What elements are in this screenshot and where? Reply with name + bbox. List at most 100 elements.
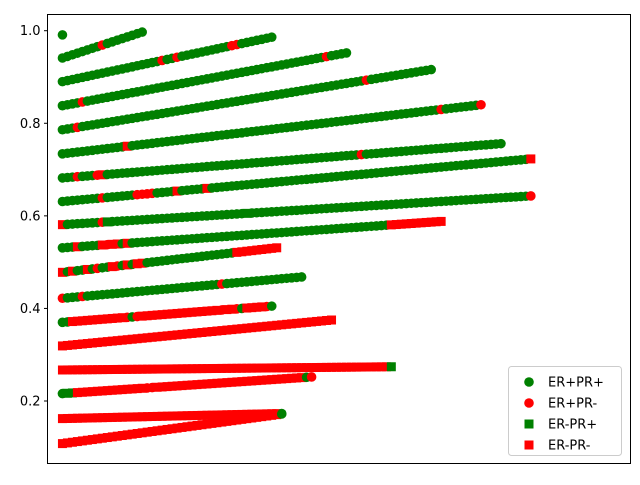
point-er-neg-pr-neg bbox=[167, 330, 177, 340]
point-er-neg-pr-neg bbox=[92, 365, 102, 375]
point-er-neg-pr-neg bbox=[92, 315, 102, 325]
point-er-neg-pr-neg bbox=[117, 431, 127, 441]
point-er-neg-pr-neg bbox=[132, 259, 142, 269]
point-er-neg-pr-neg bbox=[207, 306, 217, 316]
point-er-neg-pr-neg bbox=[107, 262, 117, 272]
point-er-neg-pr-neg bbox=[87, 387, 97, 397]
point-er-neg-pr-neg bbox=[82, 413, 92, 423]
point-er-neg-pr-neg bbox=[232, 415, 242, 425]
point-er-pos-pr-pos bbox=[137, 27, 147, 37]
point-er-neg-pr-neg bbox=[127, 384, 137, 394]
point-er-neg-pr-neg bbox=[202, 306, 212, 316]
point-er-neg-pr-neg bbox=[102, 386, 112, 396]
legend-label: ER+PR+ bbox=[548, 376, 604, 391]
point-er-neg-pr-neg bbox=[192, 420, 202, 430]
point-er-neg-pr-neg bbox=[57, 267, 67, 277]
point-er-neg-pr-neg bbox=[187, 307, 197, 317]
point-er-neg-pr-pos bbox=[386, 362, 396, 372]
point-er-neg-pr-neg bbox=[212, 418, 222, 428]
point-er-neg-pr-neg bbox=[62, 340, 72, 350]
point-er-neg-pr-neg bbox=[107, 432, 117, 442]
point-er-neg-pr-neg bbox=[247, 303, 257, 313]
point-er-neg-pr-neg bbox=[237, 324, 247, 334]
point-er-neg-pr-neg bbox=[247, 246, 257, 256]
point-er-neg-pr-neg bbox=[366, 362, 376, 372]
point-er-neg-pr-neg bbox=[112, 313, 122, 323]
point-er-neg-pr-neg bbox=[72, 413, 82, 423]
point-er-neg-pr-neg bbox=[232, 410, 242, 420]
point-er-neg-pr-neg bbox=[207, 364, 217, 374]
point-er-neg-pr-neg bbox=[102, 413, 112, 423]
point-er-neg-pr-pos bbox=[102, 217, 112, 227]
point-er-neg-pr-neg bbox=[167, 309, 177, 319]
point-er-neg-pr-neg bbox=[82, 315, 92, 325]
point-er-neg-pr-neg bbox=[282, 319, 292, 329]
point-er-neg-pr-neg bbox=[87, 315, 97, 325]
point-er-neg-pr-neg bbox=[167, 424, 177, 434]
point-er-neg-pr-neg bbox=[97, 170, 107, 180]
point-er-neg-pr-neg bbox=[147, 332, 157, 342]
point-er-neg-pr-neg bbox=[227, 410, 237, 420]
point-er-neg-pr-neg bbox=[62, 365, 72, 375]
point-er-neg-pr-neg bbox=[396, 219, 406, 229]
point-er-neg-pr-neg bbox=[107, 412, 117, 422]
point-er-neg-pr-neg bbox=[237, 247, 247, 257]
point-er-neg-pr-neg bbox=[127, 364, 137, 374]
point-er-neg-pr-neg bbox=[162, 424, 172, 434]
point-er-neg-pr-neg bbox=[252, 322, 262, 332]
point-er-neg-pr-neg bbox=[332, 362, 342, 372]
point-er-neg-pr-neg bbox=[327, 362, 337, 372]
point-er-neg-pr-neg bbox=[217, 410, 227, 420]
point-er-neg-pr-neg bbox=[137, 364, 147, 374]
point-er-neg-pr-neg bbox=[341, 362, 351, 372]
point-er-neg-pr-neg bbox=[137, 412, 147, 422]
point-er-neg-pr-neg bbox=[142, 311, 152, 321]
point-er-neg-pr-neg bbox=[87, 365, 97, 375]
point-er-neg-pr-neg bbox=[252, 412, 262, 422]
point-er-neg-pr-neg bbox=[252, 363, 262, 373]
point-er-neg-pr-neg bbox=[262, 363, 272, 373]
point-er-neg-pr-neg bbox=[217, 363, 227, 373]
point-er-neg-pr-neg bbox=[232, 363, 242, 373]
point-er-pos-pr-pos bbox=[341, 48, 352, 58]
point-er-neg-pr-neg bbox=[142, 364, 152, 374]
point-er-neg-pr-neg bbox=[376, 362, 386, 372]
legend: ER+PR+ ER+PR- ER-PR+ ER-PR- bbox=[508, 366, 622, 456]
point-er-neg-pr-neg bbox=[177, 308, 187, 318]
point-er-neg-pr-neg bbox=[197, 307, 207, 317]
point-er-neg-pr-neg bbox=[57, 414, 67, 424]
point-er-neg-pr-neg bbox=[152, 426, 162, 436]
point-er-pos-pr-pos bbox=[426, 64, 436, 75]
point-er-neg-pr-neg bbox=[202, 327, 212, 337]
point-er-neg-pr-neg bbox=[172, 330, 182, 340]
point-er-neg-pr-neg bbox=[207, 327, 217, 337]
point-er-neg-pr-neg bbox=[142, 412, 152, 422]
point-er-neg-pr-neg bbox=[287, 319, 297, 329]
point-er-neg-pr-neg bbox=[147, 310, 157, 320]
point-er-neg-pr-neg bbox=[237, 409, 247, 419]
legend-marker bbox=[524, 419, 534, 429]
point-er-neg-pr-neg bbox=[401, 219, 411, 229]
point-er-neg-pr-neg bbox=[197, 327, 207, 337]
point-er-neg-pr-neg bbox=[67, 413, 77, 423]
point-er-neg-pr-neg bbox=[187, 364, 197, 374]
point-er-neg-pr-neg bbox=[137, 383, 147, 393]
point-er-neg-pr-neg bbox=[67, 317, 77, 327]
point-er-neg-pr-neg bbox=[237, 414, 247, 424]
point-er-neg-pr-neg bbox=[127, 334, 137, 344]
point-er-neg-pr-neg bbox=[97, 337, 107, 347]
point-er-neg-pr-neg bbox=[152, 332, 162, 342]
point-er-neg-pr-neg bbox=[162, 382, 172, 392]
point-er-neg-pr-neg bbox=[192, 307, 202, 317]
point-er-neg-pr-neg bbox=[257, 245, 267, 255]
point-er-neg-pr-neg bbox=[122, 412, 132, 422]
point-er-neg-pr-neg bbox=[122, 364, 132, 374]
point-er-neg-pr-neg bbox=[282, 363, 292, 373]
point-er-pos-pr-neg bbox=[526, 191, 536, 201]
point-er-neg-pr-neg bbox=[287, 373, 297, 383]
point-er-neg-pr-neg bbox=[227, 363, 237, 373]
point-er-neg-pr-neg bbox=[217, 378, 227, 388]
point-er-neg-pr-neg bbox=[272, 363, 282, 373]
y-tick-label: 0.2 bbox=[20, 395, 41, 410]
point-er-neg-pr-neg bbox=[82, 339, 92, 349]
